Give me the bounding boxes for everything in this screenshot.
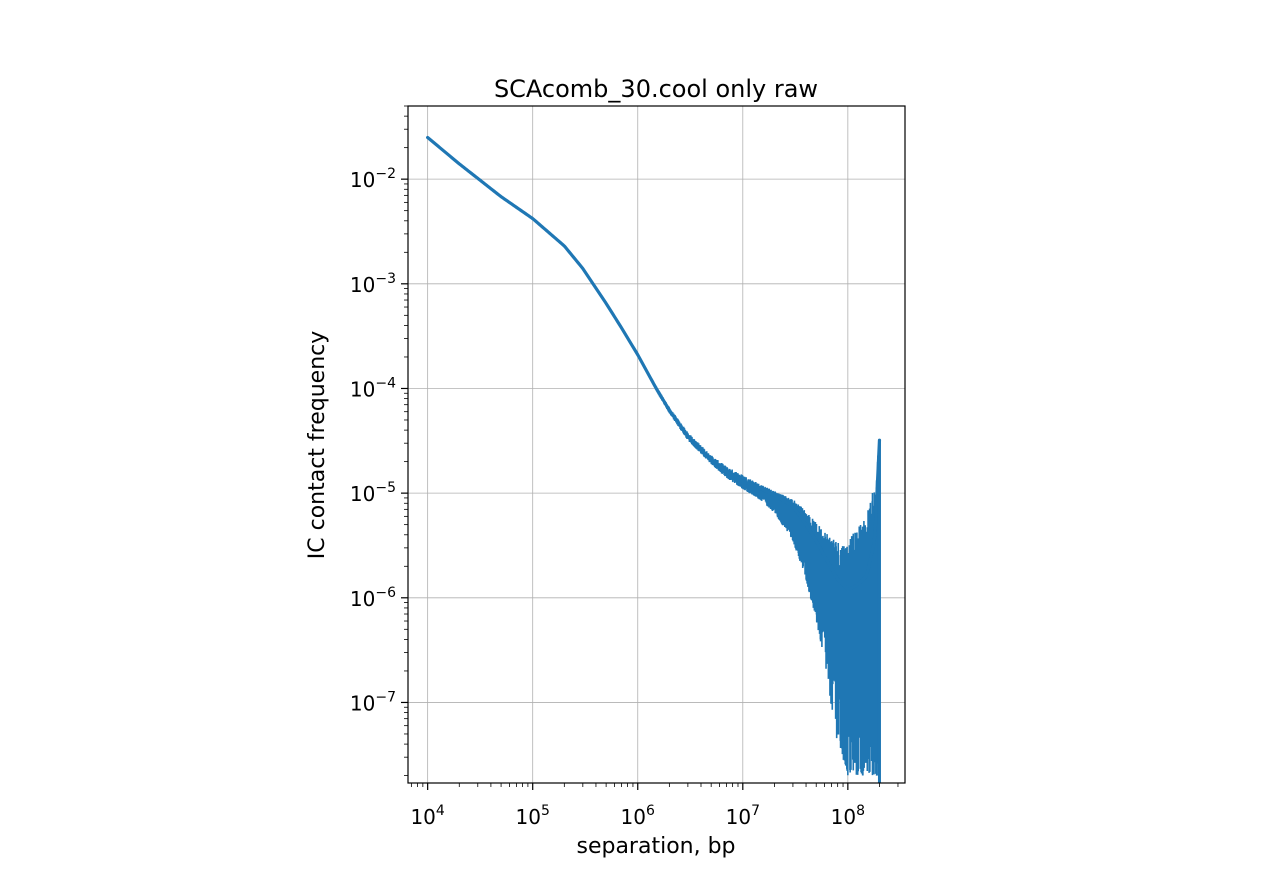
axes-frame (407, 105, 906, 784)
y-tick-label: 10−5 (350, 480, 396, 506)
x-tick-label: 104 (410, 803, 444, 829)
x-axis-label: separation, bp (576, 834, 735, 859)
chart-title: SCAcomb_30.cool only raw (494, 75, 818, 103)
y-tick-label: 10−4 (350, 375, 396, 401)
y-axis: 10−2 10−3 10−4 10−5 10−6 10−7 (350, 105, 408, 777)
x-axis: 104 105 106 107 108 (410, 783, 899, 829)
y-tick-label: 10−2 (350, 166, 396, 192)
x-tick-label: 106 (621, 803, 655, 829)
y-tick-label: 10−6 (350, 585, 396, 611)
x-tick-label: 107 (726, 803, 760, 829)
series-layer (426, 135, 882, 783)
y-tick-label: 10−3 (350, 271, 396, 297)
y-axis-label: IC contact frequency (305, 331, 330, 560)
x-tick-label: 108 (831, 803, 865, 829)
series-line (426, 135, 882, 592)
y-tick-label: 10−7 (350, 689, 396, 715)
x-tick-label: 105 (516, 803, 550, 829)
plot-area (426, 135, 882, 783)
